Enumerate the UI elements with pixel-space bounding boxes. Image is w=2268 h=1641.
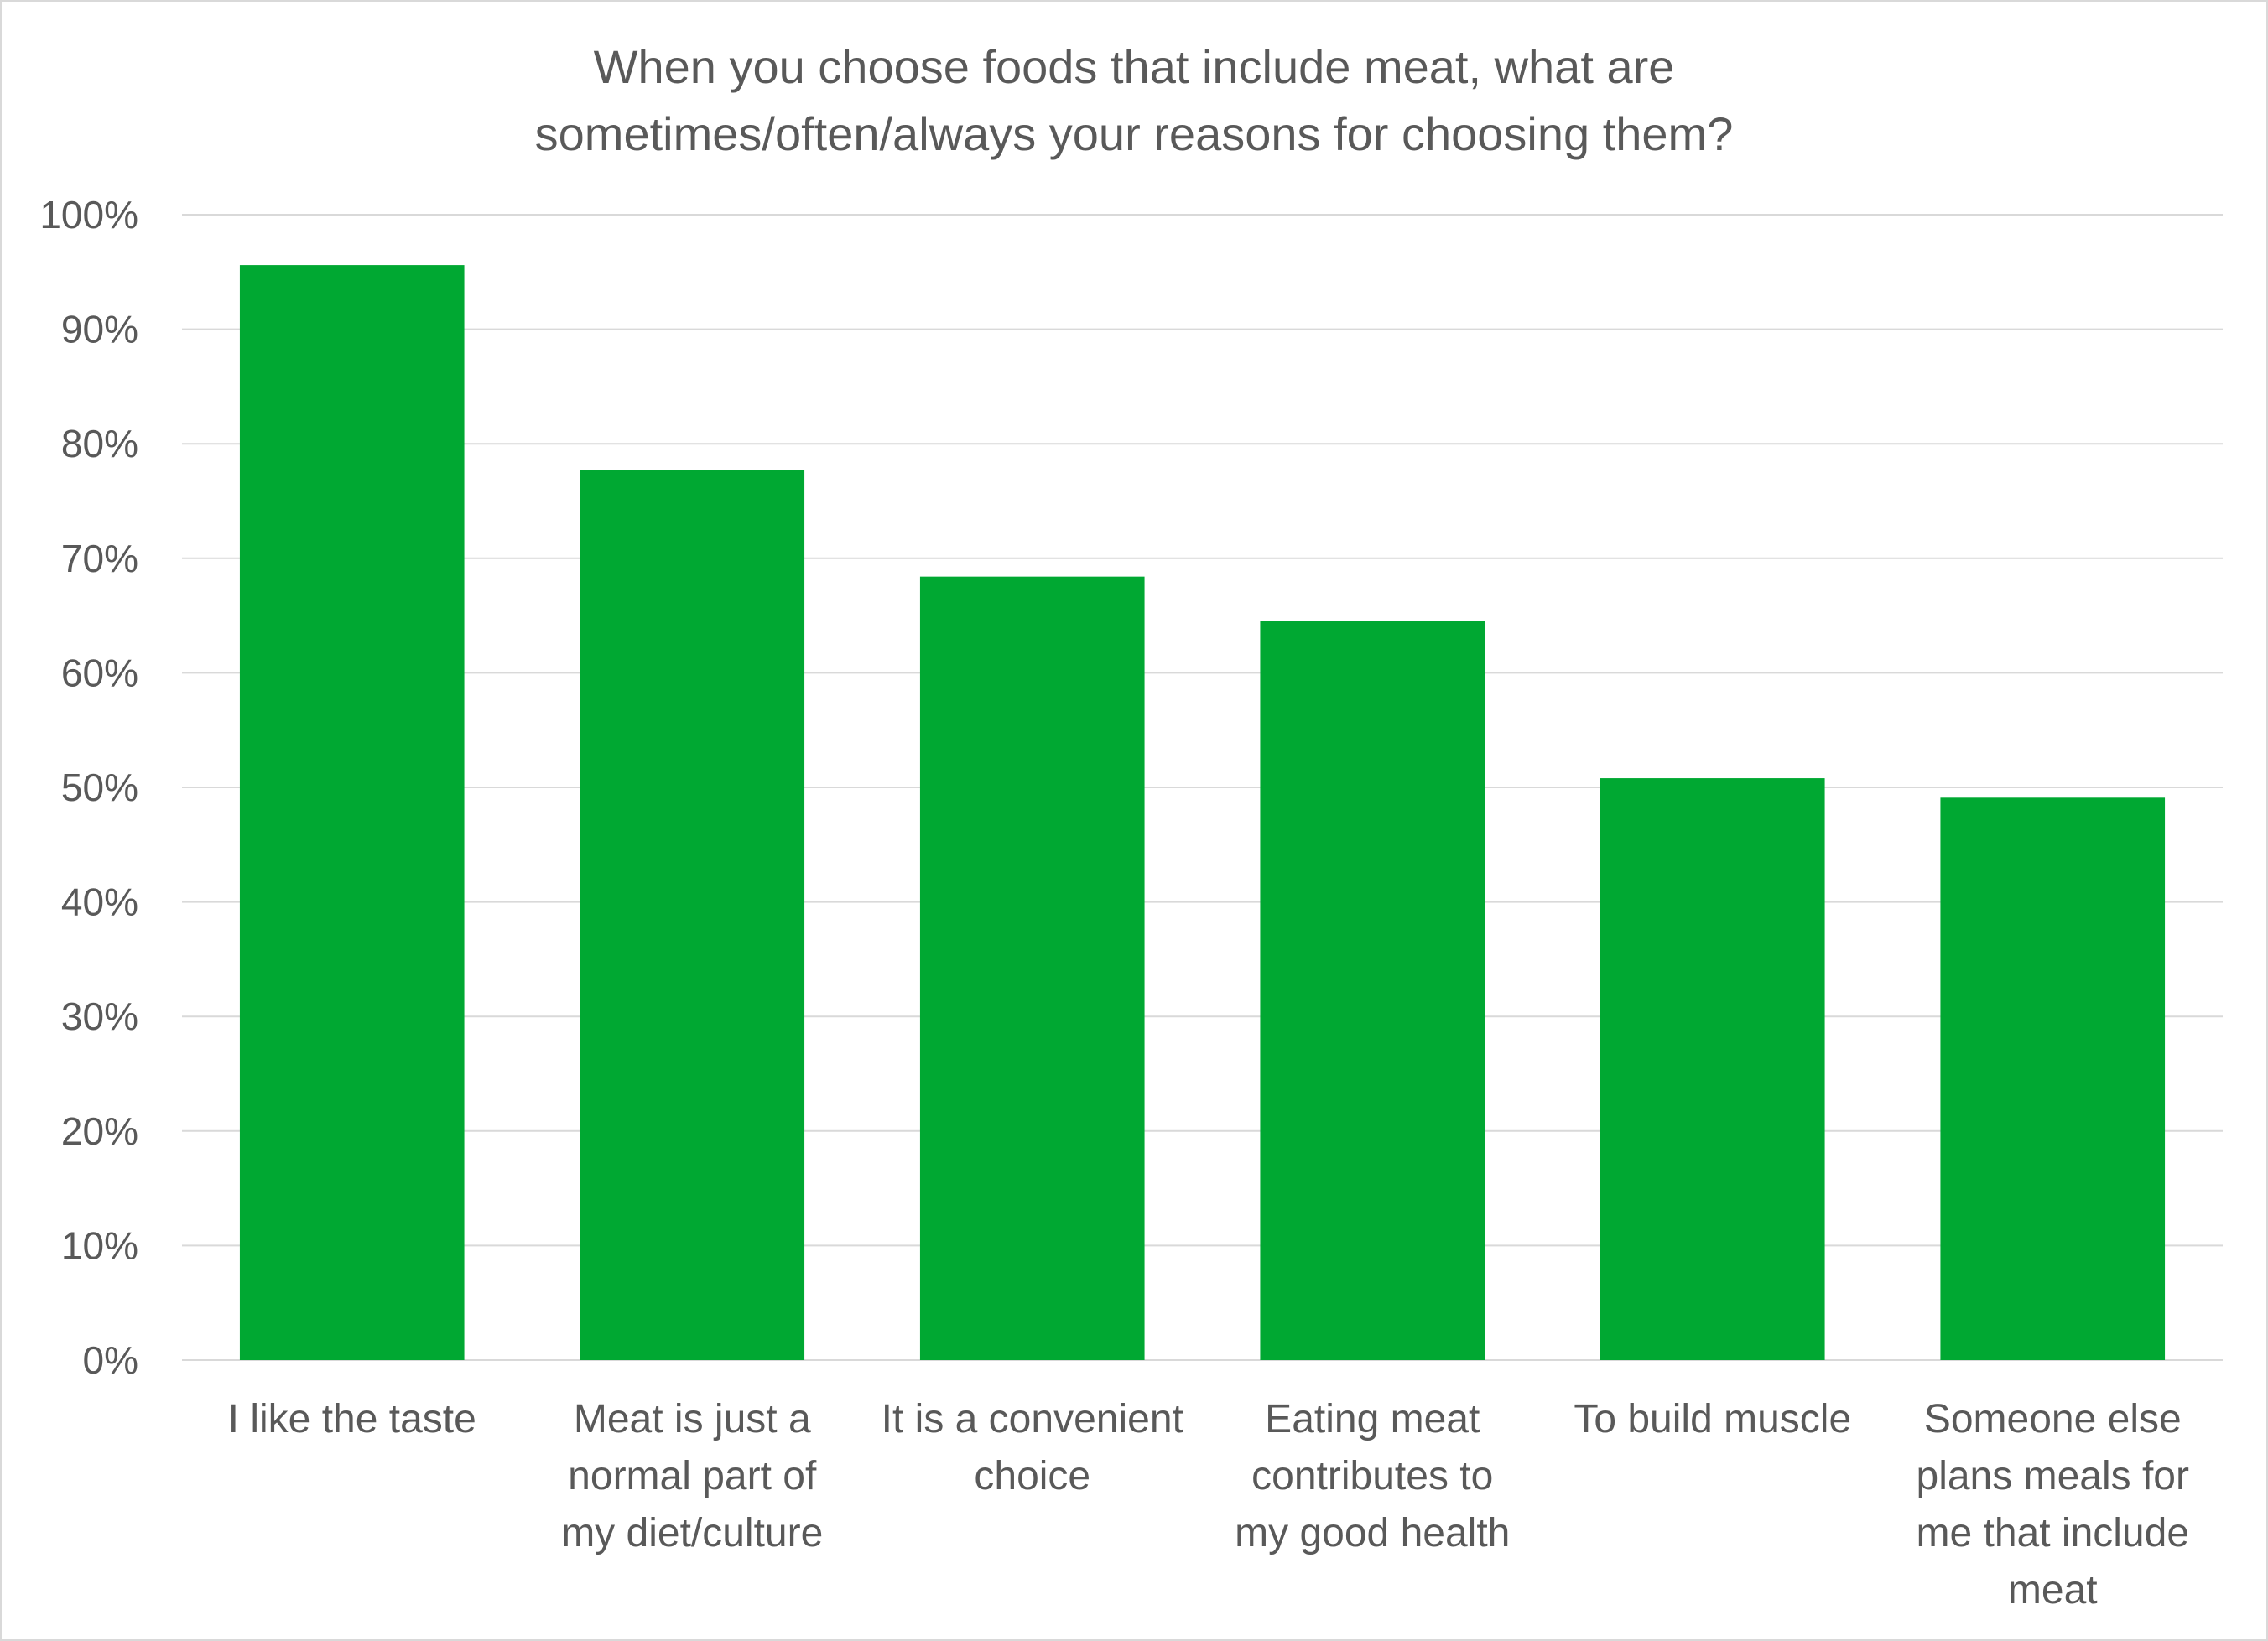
bar [1600, 778, 1825, 1360]
bar [1940, 797, 2166, 1360]
y-tick-label: 70% [61, 537, 138, 580]
gridlines [182, 214, 2223, 1361]
x-category-label: Meat is just a normal part of my diet/cult… [561, 1397, 823, 1555]
y-tick-label: 90% [61, 308, 138, 351]
bar [919, 576, 1145, 1360]
y-axis-ticks: 0% 10% 20% 30% 40% 50% 60% 70% 80% 90% 100% [39, 193, 138, 1382]
y-tick-label: 0% [83, 1338, 138, 1382]
chart-title-line-1: When you choose foods that include meat,… [593, 40, 1675, 93]
y-tick-label: 40% [61, 880, 138, 924]
y-tick-label: 30% [61, 994, 138, 1038]
x-category-label: It is a convenient choice [882, 1397, 1183, 1498]
y-tick-label: 100% [39, 193, 138, 236]
chart-title: When you choose foods that include meat,… [169, 34, 2099, 168]
y-tick-label: 20% [61, 1109, 138, 1153]
y-tick-label: 80% [61, 422, 138, 465]
x-category-label: Someone else plans meals for me that inclu… [1916, 1397, 2189, 1612]
bar [239, 265, 465, 1360]
bar [1260, 621, 1485, 1360]
x-axis-labels: I like the taste Meat is just a normal par… [228, 1397, 2189, 1612]
y-tick-label: 60% [61, 651, 138, 694]
bar [580, 470, 805, 1361]
chart-title-line-2: sometimes/often/always your reasons for … [534, 107, 1734, 160]
x-category-label: I like the taste [228, 1397, 476, 1441]
x-category-label: To build muscle [1574, 1397, 1851, 1441]
y-tick-label: 10% [61, 1223, 138, 1267]
x-category-label: Eating meat contributes to my good health [1235, 1397, 1510, 1555]
y-tick-label: 50% [61, 766, 138, 809]
bars [239, 265, 2166, 1361]
